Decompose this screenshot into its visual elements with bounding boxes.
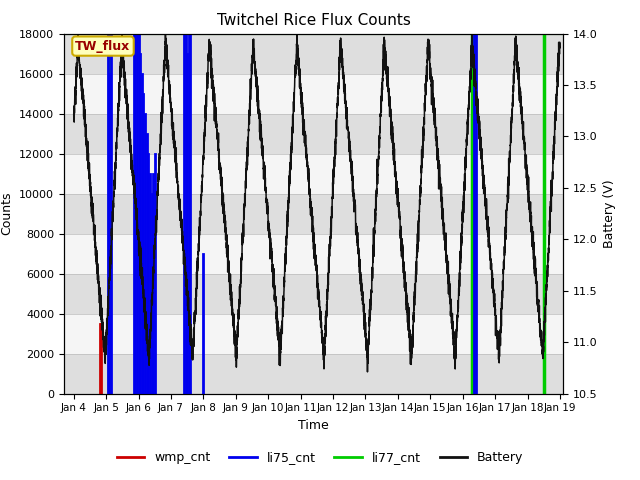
Bar bbox=[64, 274, 563, 313]
Bar bbox=[64, 34, 563, 73]
Text: TW_flux: TW_flux bbox=[76, 39, 131, 53]
Bar bbox=[64, 193, 563, 234]
Bar bbox=[64, 354, 563, 394]
Legend: wmp_cnt, li75_cnt, li77_cnt, Battery: wmp_cnt, li75_cnt, li77_cnt, Battery bbox=[111, 446, 529, 469]
X-axis label: Time: Time bbox=[298, 419, 329, 432]
Bar bbox=[64, 114, 563, 154]
Y-axis label: Counts: Counts bbox=[1, 192, 13, 235]
Title: Twitchel Rice Flux Counts: Twitchel Rice Flux Counts bbox=[217, 13, 410, 28]
Y-axis label: Battery (V): Battery (V) bbox=[604, 180, 616, 248]
